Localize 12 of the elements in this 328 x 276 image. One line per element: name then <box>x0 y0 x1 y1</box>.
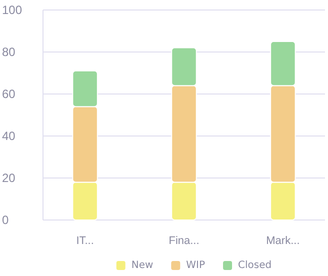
y-tick-label: 80 <box>2 44 16 59</box>
y-tick-label: 40 <box>2 128 16 143</box>
legend-label: Closed <box>238 260 272 271</box>
y-tick-label: 60 <box>2 86 16 101</box>
legend-label: WIP <box>186 260 206 271</box>
x-tick-label: Fina... <box>168 234 200 247</box>
x-tick-label: IT... <box>76 234 94 247</box>
legend-label: New <box>131 260 154 271</box>
y-tick-label: 20 <box>2 170 16 185</box>
y-tick-label: 100 <box>2 2 22 17</box>
x-tick-label: Mark... <box>266 234 300 247</box>
y-tick-label: 0 <box>2 212 9 227</box>
